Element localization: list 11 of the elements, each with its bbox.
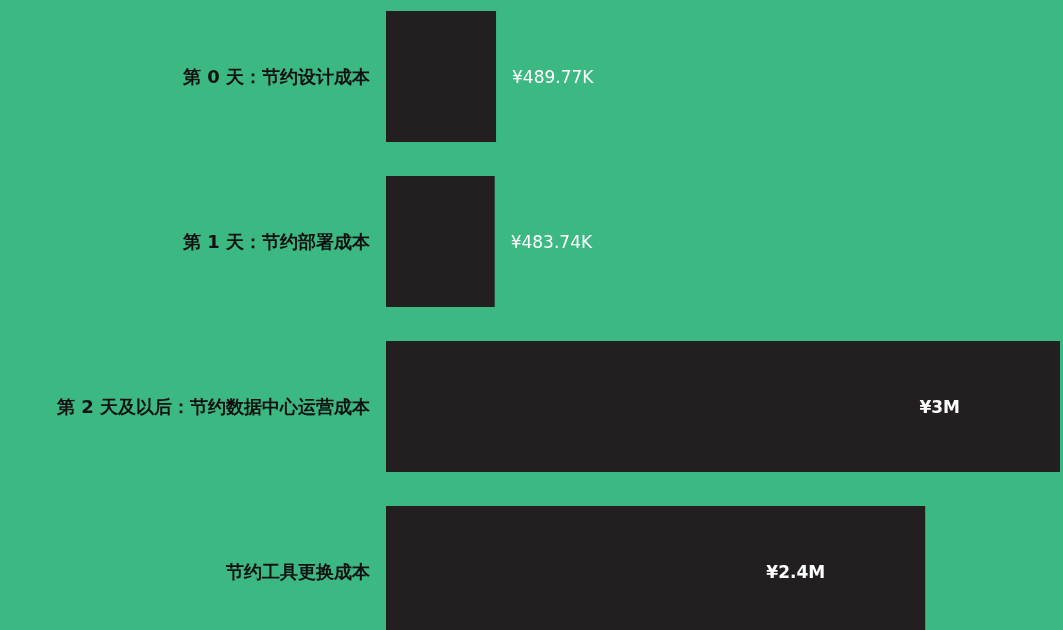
data-label: ¥2.4M (766, 561, 826, 582)
bar (386, 176, 495, 307)
data-label: ¥489.77K (512, 66, 595, 87)
y-tick-label: 第 2 天及以后：节约数据中心运营成本 (55, 395, 371, 417)
data-label: ¥3M (919, 396, 960, 417)
y-tick-label: 第 0 天：节约设计成本 (181, 65, 371, 87)
y-tick-label: 节约工具更换成本 (225, 560, 371, 582)
bar (386, 11, 497, 142)
data-label: ¥483.74K (510, 231, 593, 252)
bar (386, 341, 1060, 472)
y-tick-label: 第 1 天：节约部署成本 (181, 230, 371, 252)
